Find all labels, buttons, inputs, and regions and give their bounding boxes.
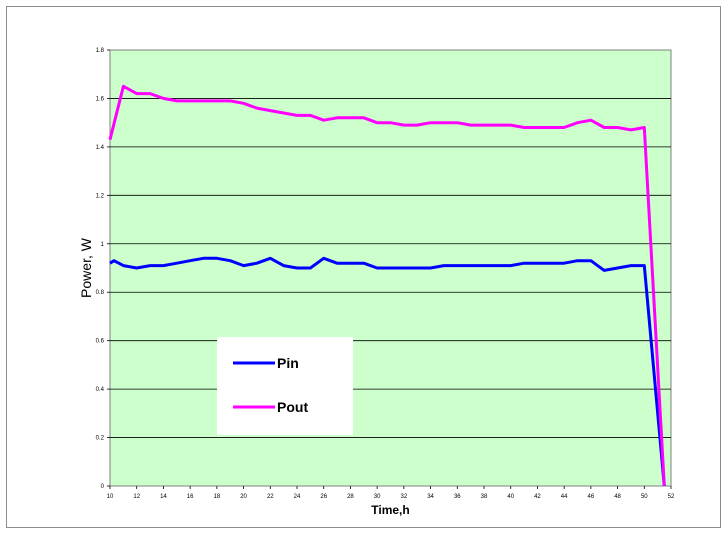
y-tick-label: 0 xyxy=(101,484,105,490)
legend-label-pout: Pout xyxy=(277,399,308,415)
x-tick-label: 10 xyxy=(107,494,114,500)
y-tick-label: 0.2 xyxy=(96,436,105,442)
x-tick-label: 44 xyxy=(561,494,568,500)
x-tick-label: 30 xyxy=(374,494,381,500)
y-tick-label: 1.2 xyxy=(96,193,105,199)
x-tick-label: 26 xyxy=(320,494,327,500)
line-chart: 0 0.2 0.4 0.6 0.8 1 1.2 1.4 1.6 1.8 10 12 14 16 18 20 22… xyxy=(78,48,675,517)
x-tick-label: 34 xyxy=(427,494,434,500)
x-tick-label: 16 xyxy=(187,494,194,500)
y-tick-label: 0.4 xyxy=(96,387,105,393)
x-tick-label: 42 xyxy=(534,494,541,500)
y-tick-label: 1.6 xyxy=(96,96,105,102)
x-axis-title: Time,h xyxy=(371,503,409,517)
x-tick-label: 24 xyxy=(294,494,301,500)
x-tick-label: 28 xyxy=(347,494,354,500)
x-tick-label: 12 xyxy=(133,494,140,500)
x-tick-label: 20 xyxy=(240,494,247,500)
y-tick-label: 1.4 xyxy=(96,145,105,151)
y-tick-label: 0.8 xyxy=(96,290,105,296)
chart-frame: 0 0.2 0.4 0.6 0.8 1 1.2 1.4 1.6 1.8 10 12 14 16 18 20 22… xyxy=(6,6,721,528)
x-tick-label: 18 xyxy=(214,494,221,500)
x-tick-label: 38 xyxy=(481,494,488,500)
series-line-pin xyxy=(109,256,666,487)
x-tick-label: 22 xyxy=(267,494,274,500)
x-tick-label: 14 xyxy=(160,494,167,500)
x-tick-label: 48 xyxy=(614,494,621,500)
legend-label-pin: Pin xyxy=(277,355,299,371)
y-tick-label: 1.8 xyxy=(96,48,105,54)
x-tick-label: 46 xyxy=(588,494,595,500)
x-tick-label: 52 xyxy=(668,494,675,500)
x-tick-label: 32 xyxy=(401,494,408,500)
y-axis-title: Power, W xyxy=(78,237,94,298)
y-tick-label: 1 xyxy=(101,242,105,248)
x-tick-label: 36 xyxy=(454,494,461,500)
legend-box xyxy=(217,337,353,435)
x-tick-label: 50 xyxy=(641,494,648,500)
y-tick-label: 0.6 xyxy=(96,339,105,345)
x-tick-label: 40 xyxy=(507,494,514,500)
series-line-pout xyxy=(108,84,666,487)
